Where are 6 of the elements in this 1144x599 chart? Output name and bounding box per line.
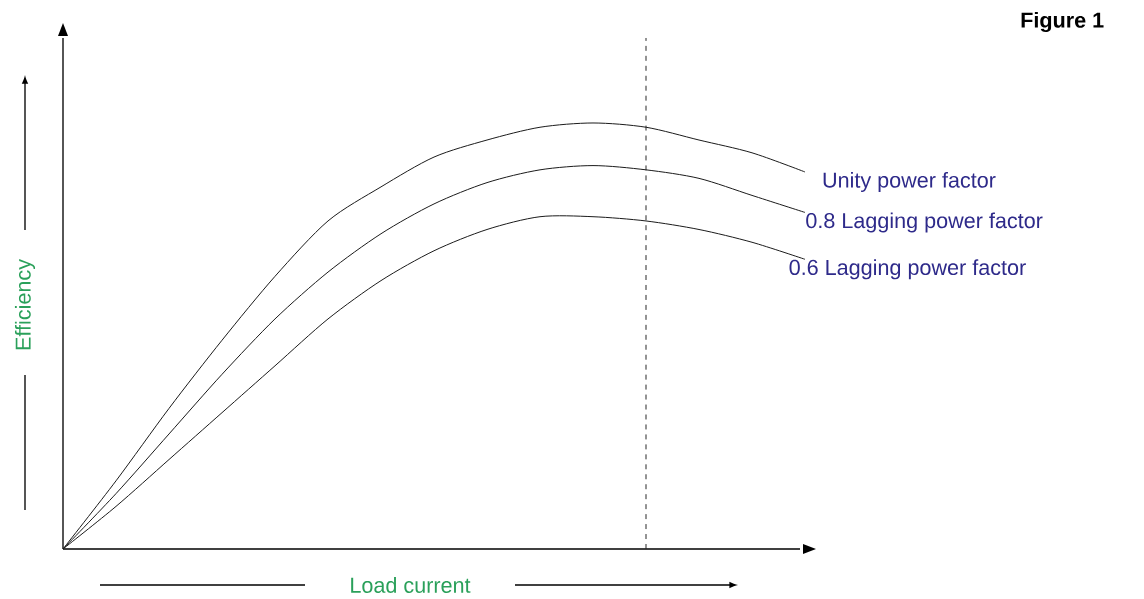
text: Figure 1 [1021, 11, 1104, 33]
x-axis-title: Load current [351, 577, 471, 593]
series-label: 0.8 Lagging power factor [806, 212, 1043, 233]
series-label: Unity power factor [823, 171, 996, 193]
series-label: 0.6 Lagging power factor [789, 259, 1026, 280]
y-axis-title: Efficiency [14, 259, 36, 350]
